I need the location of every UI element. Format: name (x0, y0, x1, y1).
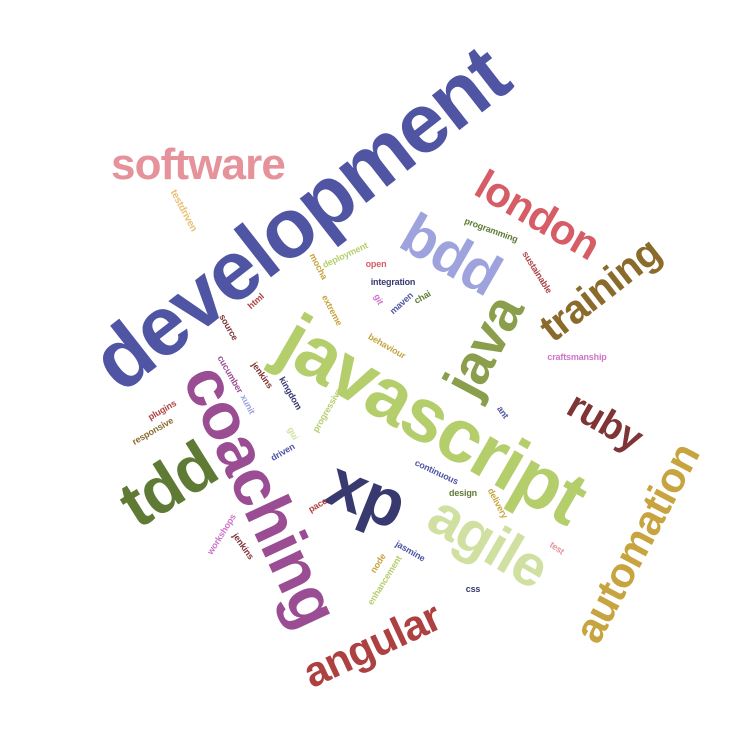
word-plugins: plugins (145, 397, 178, 422)
word-css: css (465, 583, 481, 594)
word-design: design (449, 487, 477, 498)
word-software: software (111, 140, 286, 189)
word-xp: xp (316, 444, 416, 544)
word-craftsmanship: craftsmanship (547, 351, 607, 362)
word-gui: gui (284, 424, 300, 441)
word-open: open (365, 258, 387, 269)
word-ruby: ruby (560, 383, 650, 461)
word-integration: integration (370, 276, 416, 287)
word-git: git (371, 291, 386, 306)
word-sustainable: sustainable (520, 248, 555, 295)
word-chai: chai (412, 287, 433, 306)
word-maven: maven (388, 289, 416, 316)
word-testdriven: testdriven (167, 187, 200, 234)
